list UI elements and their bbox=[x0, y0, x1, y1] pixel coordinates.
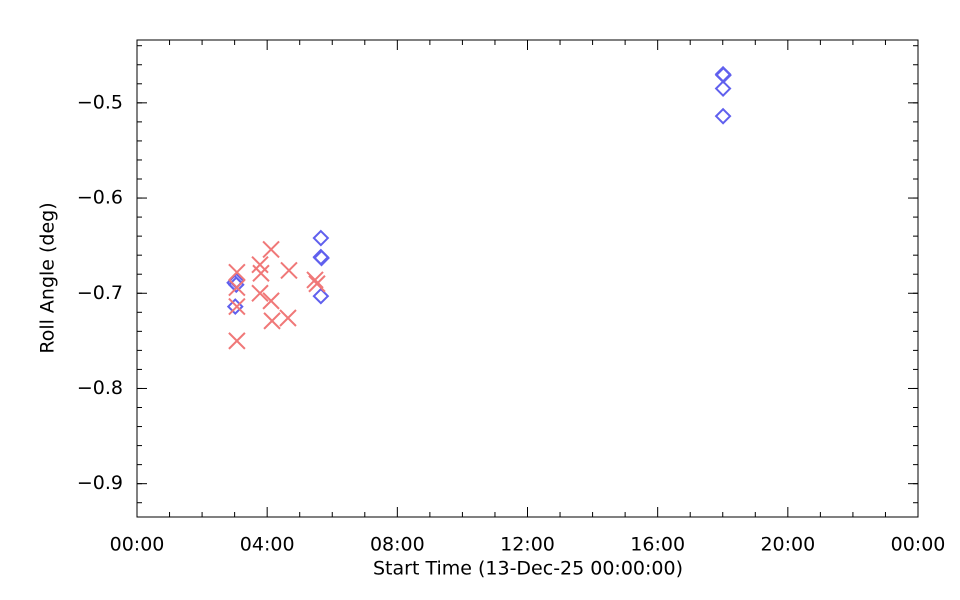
x-tick-label: 16:00 bbox=[630, 534, 685, 556]
x-point bbox=[251, 284, 269, 302]
x-point bbox=[228, 332, 246, 350]
diamond-point bbox=[313, 249, 330, 267]
x-point bbox=[262, 240, 280, 259]
x-point bbox=[228, 297, 246, 316]
y-tick-label: −0.6 bbox=[77, 187, 123, 209]
x-tick-label: 00:00 bbox=[110, 534, 165, 556]
y-tick-label: −0.7 bbox=[77, 282, 123, 304]
x-tick-label: 04:00 bbox=[240, 534, 295, 556]
x-point bbox=[306, 271, 324, 289]
diamond-point bbox=[714, 107, 732, 125]
x-point bbox=[251, 255, 269, 274]
x-point bbox=[228, 263, 246, 282]
x-point bbox=[252, 264, 270, 282]
x-point bbox=[308, 275, 326, 293]
x-tick-label: 20:00 bbox=[760, 534, 815, 556]
x-axis-label: Start Time (13-Dec-25 00:00:00) bbox=[373, 558, 683, 580]
y-tick-label: −0.9 bbox=[77, 472, 123, 494]
x-point bbox=[263, 312, 281, 330]
x-point bbox=[262, 292, 280, 310]
diamond-point bbox=[312, 287, 330, 305]
diamond-point bbox=[714, 80, 732, 97]
x-tick-label: 08:00 bbox=[370, 534, 425, 556]
plot-frame bbox=[136, 39, 919, 518]
y-tick-label: −0.8 bbox=[77, 377, 123, 399]
y-axis-label: Roll Angle (deg) bbox=[37, 202, 59, 353]
x-point bbox=[280, 261, 298, 280]
y-tick-label: −0.5 bbox=[77, 91, 123, 113]
diamond-point bbox=[226, 298, 244, 316]
x-tick-label: 12:00 bbox=[500, 534, 555, 556]
x-point bbox=[228, 278, 246, 297]
diamond-point bbox=[312, 229, 330, 247]
x-point bbox=[279, 309, 297, 327]
x-tick-label: 00:00 bbox=[891, 534, 946, 556]
